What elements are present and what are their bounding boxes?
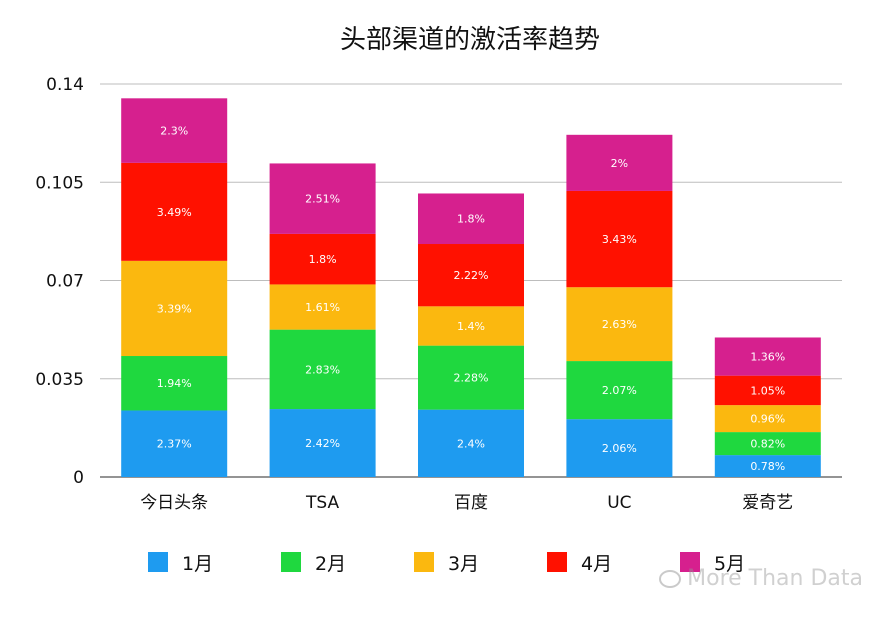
bar-segment <box>566 419 673 477</box>
x-tick-label: 爱奇艺 <box>742 493 793 513</box>
data-label: 1.05% <box>750 384 785 397</box>
data-label: 1.61% <box>305 301 340 314</box>
bar-segment <box>418 306 524 346</box>
bar-segment <box>714 455 821 477</box>
bar-segment <box>566 134 673 191</box>
x-tick-label: UC <box>607 493 631 513</box>
bar-segment <box>269 284 376 330</box>
data-label: 2% <box>611 157 628 170</box>
legend-label: 2月 <box>315 553 346 575</box>
bar-segment <box>269 329 376 410</box>
data-label: 3.39% <box>157 302 192 315</box>
bar-segment <box>121 162 228 261</box>
legend: 1月 2月 3月 4月 5月 <box>148 552 745 575</box>
bar-segment <box>418 193 524 245</box>
data-label: 2.07% <box>602 384 637 397</box>
data-label: 1.8% <box>309 253 337 266</box>
bar-segment <box>269 163 376 234</box>
data-label: 2.3% <box>160 125 188 138</box>
legend-label: 4月 <box>581 553 612 575</box>
y-tick-label: 0.105 <box>35 173 84 193</box>
data-label: 1.4% <box>457 320 485 333</box>
bar-segment <box>714 337 821 376</box>
legend-label: 1月 <box>182 553 213 575</box>
data-label: 2.28% <box>454 372 489 385</box>
bar-segment <box>566 287 673 362</box>
bar-segment <box>418 244 524 307</box>
x-tick-label: TSA <box>305 493 339 513</box>
data-label: 2.63% <box>602 318 637 331</box>
bar-segment <box>566 190 673 288</box>
legend-label: 3月 <box>448 553 479 575</box>
x-tick-label: 百度 <box>454 493 488 513</box>
data-label: 2.22% <box>454 269 489 282</box>
bar-segment <box>566 361 673 420</box>
data-label: 2.37% <box>157 438 192 451</box>
data-label: 2.42% <box>305 437 340 450</box>
legend-swatch <box>680 552 700 572</box>
data-label: 0.82% <box>750 438 785 451</box>
y-tick-label: 0.035 <box>35 370 84 390</box>
bar-segment <box>714 375 821 406</box>
bar-segment <box>269 233 376 285</box>
bar-segment <box>714 432 821 456</box>
x-tick-label: 今日头条 <box>140 493 208 513</box>
bar-segment <box>269 409 376 477</box>
data-label: 1.36% <box>750 351 785 364</box>
data-label: 3.43% <box>602 233 637 246</box>
bar-segment <box>121 260 228 357</box>
data-label: 3.49% <box>157 206 192 219</box>
bar-segment <box>121 98 228 163</box>
data-label: 1.8% <box>457 213 485 226</box>
wechat-icon <box>659 570 682 588</box>
data-label: 2.4% <box>457 437 485 450</box>
y-tick-label: 0.14 <box>46 75 84 95</box>
bars: 2.37% 1.94% 3.39% 3.49% 2.3% 2.42% 2.83% 1.61% 1… <box>121 98 821 477</box>
legend-swatch <box>414 552 434 572</box>
y-tick-label: 0.07 <box>46 272 84 292</box>
y-tick-label: 0 <box>73 468 84 488</box>
x-axis: 今日头条 TSA 百度 UC 爱奇艺 <box>140 493 793 513</box>
legend-swatch <box>281 552 301 572</box>
bar-segment <box>418 409 524 477</box>
bar-segment <box>121 356 228 411</box>
data-label: 1.94% <box>157 377 192 390</box>
legend-label: 5月 <box>714 553 745 575</box>
bar-segment <box>418 345 524 410</box>
data-label: 2.51% <box>305 193 340 206</box>
bar-segment <box>121 410 228 477</box>
y-axis: 0 0.035 0.07 0.105 0.14 <box>35 75 84 488</box>
data-label: 2.83% <box>305 363 340 376</box>
data-label: 2.06% <box>602 442 637 455</box>
legend-swatch <box>148 552 168 572</box>
data-label: 0.78% <box>750 460 785 473</box>
legend-swatch <box>547 552 567 572</box>
chart-title: 头部渠道的激活率趋势 <box>340 25 600 55</box>
data-label: 0.96% <box>750 413 785 426</box>
watermark-text: More Than Data <box>687 566 863 591</box>
watermark: More Than Data <box>659 566 863 591</box>
bar-segment <box>714 405 821 433</box>
